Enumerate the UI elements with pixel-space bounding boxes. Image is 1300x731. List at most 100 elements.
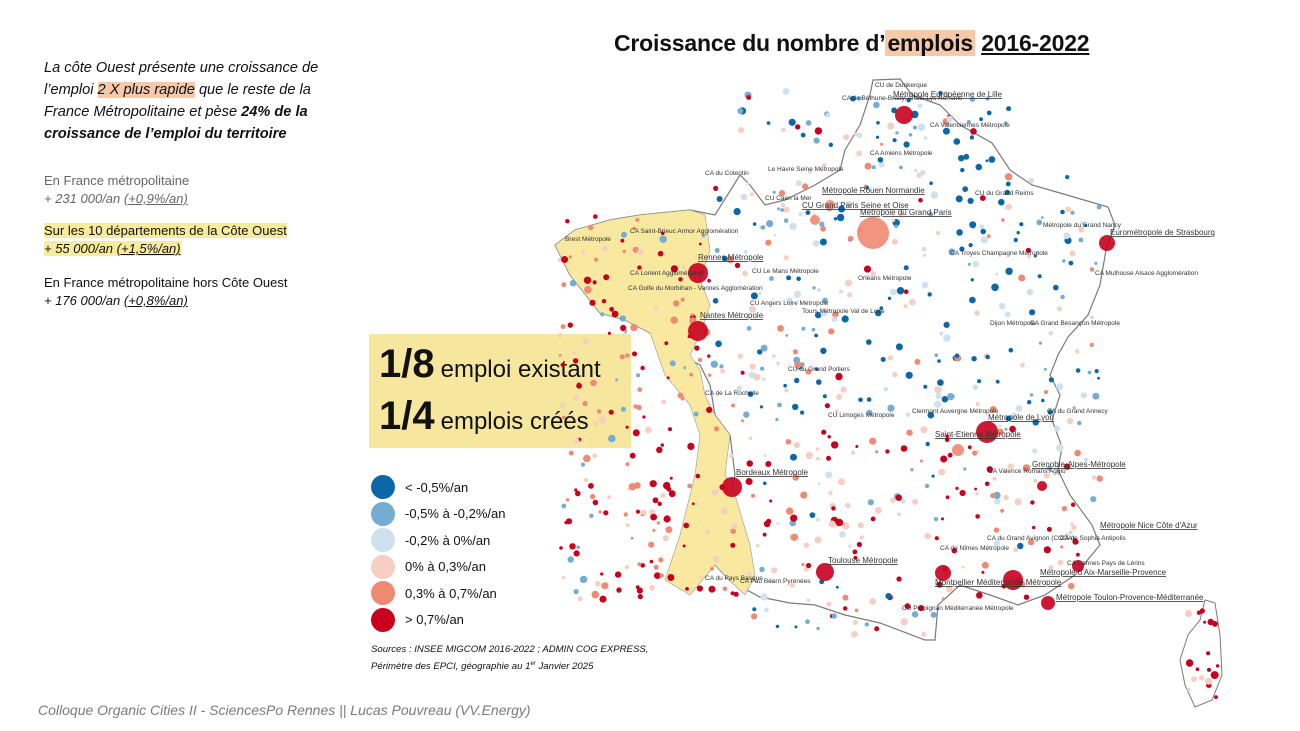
- epci-dot: [663, 481, 671, 490]
- epci-dot: [831, 506, 836, 511]
- epci-dot: [592, 280, 597, 285]
- city-label: CU Le Mans Métropole: [752, 268, 819, 275]
- epci-dot: [892, 372, 898, 378]
- epci-dot: [681, 265, 686, 270]
- epci-dot: [812, 240, 820, 247]
- epci-dot: [867, 499, 874, 506]
- epci-dot: [805, 210, 811, 216]
- epci-dot: [715, 340, 722, 348]
- epci-dot: [614, 571, 622, 578]
- epci-dot: [733, 208, 741, 216]
- legend-label: -0,2% à 0%/an: [405, 532, 491, 548]
- epci-dot: [946, 585, 953, 593]
- major-city-label: Métropole Toulon-Provence-Méditerranée: [1056, 593, 1204, 602]
- epci-dot: [650, 513, 657, 521]
- epci-dot: [600, 572, 604, 576]
- epci-dot: [1091, 475, 1097, 480]
- epci-dot: [722, 586, 728, 592]
- epci-dot: [690, 313, 694, 317]
- epci-dot: [955, 486, 959, 490]
- epci-dot: [683, 366, 687, 370]
- epci-dot: [899, 165, 903, 170]
- epci-dot: [845, 502, 851, 509]
- epci-dot: [974, 310, 980, 316]
- epci-dot: [1065, 532, 1070, 537]
- ratio-label: emplois créés: [440, 408, 589, 435]
- epci-dot: [661, 399, 667, 405]
- epci-dot: [842, 522, 850, 530]
- epci-dot: [693, 411, 699, 417]
- epci-dot: [632, 226, 636, 231]
- major-city-label: Eurométropole de Strasbourg: [1110, 228, 1215, 237]
- stat-france: En France métropolitaine + 231 000/an (+…: [44, 172, 189, 208]
- epci-dot: [572, 350, 577, 355]
- epci-dot: [1060, 209, 1065, 215]
- epci-dot: [565, 219, 570, 224]
- epci-dot: [846, 292, 853, 298]
- epci-dot: [800, 491, 808, 499]
- epci-dot: [996, 428, 1004, 436]
- epci-dot: [969, 135, 975, 140]
- epci-dot: [805, 451, 813, 460]
- ratio-box: 1/8 emploi existant 1/4 emplois créés: [369, 334, 631, 448]
- epci-dot: [747, 571, 751, 576]
- epci-dot: [820, 225, 826, 232]
- epci-dot: [984, 481, 990, 487]
- epci-dot: [559, 546, 563, 550]
- city-label: Tours Métropole Val de Loire: [802, 308, 885, 315]
- epci-dot: [938, 468, 946, 476]
- epci-dot: [805, 368, 812, 375]
- epci-dot: [958, 155, 965, 162]
- epci-dot: [740, 193, 748, 201]
- epci-dot: [734, 262, 741, 269]
- epci-dot: [1029, 309, 1036, 316]
- epci-dot: [885, 593, 892, 600]
- city-label: CA Cannes Pays de Lérins: [1067, 560, 1145, 567]
- epci-dot: [805, 120, 812, 126]
- stat-label: En France métropolitaine hors Côte Ouest: [44, 275, 288, 290]
- epci-dot: [669, 476, 673, 480]
- epci-dot: [876, 121, 880, 125]
- epci-dot: [593, 214, 598, 219]
- legend-label: < -0,5%/an: [405, 479, 469, 495]
- epci-dot: [895, 131, 899, 135]
- epci-dot: [992, 476, 997, 481]
- epci-dot: [853, 555, 858, 560]
- epci-dot: [892, 138, 897, 143]
- epci-dot: [1064, 463, 1071, 470]
- epci-dot: [789, 222, 797, 230]
- epci-dot: [630, 323, 638, 332]
- epci-dot: [1053, 425, 1060, 432]
- epci-dot: [850, 95, 856, 102]
- epci-dot: [1030, 500, 1035, 505]
- epci-dot: [865, 185, 870, 190]
- epci-dot: [828, 490, 833, 495]
- epci-dot: [635, 585, 640, 589]
- epci-dot: [927, 292, 932, 297]
- epci-dot: [783, 383, 787, 388]
- epci-dot: [981, 561, 989, 569]
- epci-dot: [719, 364, 724, 369]
- epci-dot: [929, 181, 933, 185]
- epci-dot: [1004, 311, 1011, 318]
- major-city-label: Métropole Rouen Normandie: [822, 186, 925, 195]
- epci-dot: [828, 520, 836, 528]
- epci-dot: [1005, 181, 1011, 187]
- epci-dot: [1033, 478, 1038, 483]
- epci-dot: [572, 358, 579, 364]
- epci-dot: [654, 572, 661, 579]
- epci-dot: [766, 518, 772, 524]
- legend-swatch: [371, 554, 395, 579]
- epci-dot: [707, 354, 711, 358]
- epci-dot: [1062, 259, 1066, 263]
- epci-dot: [899, 211, 904, 217]
- epci-dot: [1070, 210, 1075, 215]
- epci-dot: [809, 512, 816, 518]
- epci-dot: [896, 287, 905, 295]
- epci-dot: [746, 326, 752, 331]
- epci-dot: [856, 541, 862, 548]
- epci-dot: [1032, 525, 1036, 530]
- city-label: CA de Nîmes Métropole: [940, 545, 1009, 552]
- epci-dot: [816, 517, 820, 522]
- city-label: CA Amiens Métropole: [870, 150, 933, 157]
